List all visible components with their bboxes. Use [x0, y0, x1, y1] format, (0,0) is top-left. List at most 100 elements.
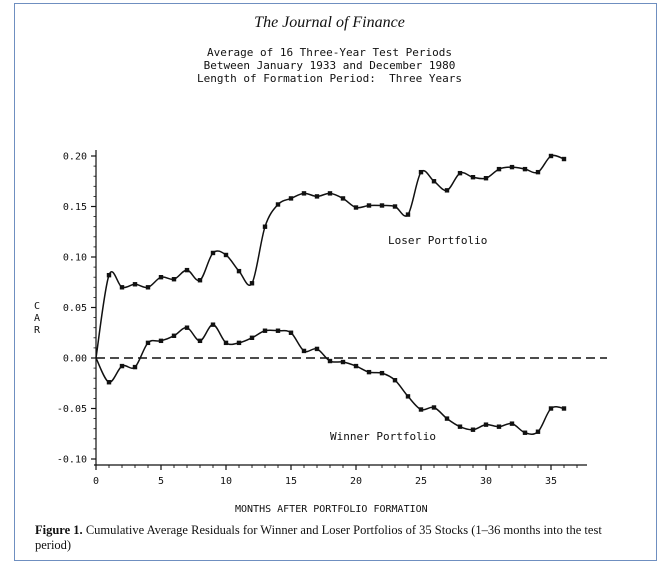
loser-portfolio-line: [95, 154, 565, 359]
loser-portfolio-point: [301, 191, 307, 196]
x-axis-label: MONTHS AFTER PORTFOLIO FORMATION: [235, 504, 428, 515]
loser-portfolio-point: [340, 196, 346, 201]
winner-portfolio-point: [288, 330, 294, 335]
loser-portfolio-point: [288, 196, 294, 201]
journal-title: The Journal of Finance: [254, 14, 405, 31]
winner-portfolio-point: [314, 346, 320, 352]
loser-portfolio-point: [418, 169, 424, 175]
loser-portfolio-point: [145, 285, 151, 290]
chart-subtitle-line-1: Average of 16 Three-Year Test Periods: [206, 46, 453, 59]
winner-portfolio-point: [522, 430, 528, 435]
winner-portfolio-point: [171, 333, 177, 338]
winner-portfolio-point: [379, 370, 385, 376]
winner-portfolio-point: [262, 328, 268, 333]
x-tick-label: 15: [285, 476, 297, 487]
loser-portfolio-point: [236, 268, 242, 274]
winner-portfolio-point: [275, 328, 281, 333]
loser-portfolio-point: [327, 191, 333, 196]
loser-portfolio-point: [171, 277, 177, 282]
x-tick-label: 5: [158, 476, 164, 487]
winner-portfolio-point: [561, 406, 567, 411]
x-tick-label: 30: [480, 476, 492, 487]
y-tick-label: -0.10: [57, 455, 87, 466]
winner-portfolio-point: [340, 359, 346, 365]
winner-portfolio-point: [327, 358, 333, 364]
loser-portfolio-point: [314, 194, 320, 199]
caption-label: Figure 1.: [35, 523, 83, 537]
winner-portfolio-point: [457, 424, 463, 429]
y-tick-label: 0.05: [63, 303, 87, 314]
loser-portfolio-point: [275, 202, 281, 207]
winner-portfolio-point: [145, 340, 151, 346]
loser-portfolio-point: [561, 156, 567, 162]
winner-portfolio-point: [301, 348, 307, 354]
loser-portfolio-point: [496, 166, 502, 172]
x-tick-label: 25: [415, 476, 427, 487]
winner-portfolio-point: [210, 322, 216, 327]
loser-portfolio-point: [379, 203, 385, 208]
winner-portfolio-point: [392, 378, 398, 383]
loser-portfolio-point: [509, 164, 515, 170]
figure-caption: Figure 1. Cumulative Average Residuals f…: [35, 523, 635, 553]
winner-portfolio-point: [470, 427, 476, 432]
loser-portfolio-point: [197, 278, 203, 283]
loser-portfolio-point: [470, 175, 476, 180]
winner-portfolio-point: [353, 363, 359, 369]
winner-portfolio-point: [223, 340, 229, 346]
winner-portfolio-point: [197, 338, 203, 344]
winner-portfolio-point: [366, 369, 372, 375]
winner-portfolio-point: [444, 416, 450, 421]
y-axis-label-letter: R: [34, 325, 41, 336]
winner-portfolio-point: [483, 422, 489, 427]
y-tick-label: -0.05: [57, 404, 87, 415]
winner-portfolio-point: [106, 380, 112, 385]
winner-portfolio-point: [119, 363, 125, 369]
winner-portfolio-point: [249, 335, 255, 340]
loser-portfolio-point: [483, 176, 489, 181]
figure-frame: The Journal of Finance Average of 16 Thr…: [14, 3, 657, 561]
loser-portfolio-point: [249, 281, 255, 286]
y-axis-label-letter: C: [34, 301, 40, 312]
winner-portfolio-point: [418, 407, 424, 412]
chart-subtitle-line-3: Length of Formation Period: Three Years: [197, 72, 462, 85]
x-tick-label: 10: [220, 476, 232, 487]
y-axis-label-letter: A: [34, 313, 40, 324]
winner-portfolio-label: Winner Portfolio: [330, 430, 436, 443]
y-tick-label: 0.00: [63, 354, 87, 365]
winner-portfolio-point: [548, 406, 554, 411]
loser-portfolio-point: [548, 153, 554, 159]
winner-portfolio-point: [132, 364, 138, 370]
loser-portfolio-point: [405, 212, 411, 217]
loser-portfolio-point: [457, 170, 463, 176]
winner-portfolio-point: [535, 429, 541, 434]
y-tick-label: 0.20: [63, 152, 87, 163]
winner-portfolio-point: [431, 405, 437, 410]
x-tick-label: 35: [545, 476, 557, 487]
loser-portfolio-point: [132, 282, 138, 287]
winner-portfolio-point: [184, 325, 190, 330]
x-tick-label: 20: [350, 476, 362, 487]
loser-portfolio-point: [431, 179, 437, 184]
loser-portfolio-point: [353, 205, 359, 210]
series-lines: [95, 153, 567, 436]
loser-portfolio-point: [210, 250, 216, 256]
winner-portfolio-point: [236, 340, 242, 346]
loser-portfolio-point: [223, 252, 229, 258]
y-axis-label: CAR: [34, 301, 41, 336]
y-axis: 0.20 0.15 0.10 0.05 0.00 -0.05 -0.10: [57, 150, 97, 466]
winner-portfolio-line: [95, 323, 565, 436]
winner-portfolio-point: [405, 394, 411, 399]
caption-text: Cumulative Average Residuals for Winner …: [35, 523, 602, 552]
y-tick-label: 0.10: [63, 253, 87, 264]
loser-portfolio-point: [522, 166, 528, 172]
chart-subtitle-line-2: Between January 1933 and December 1980: [203, 59, 456, 72]
loser-portfolio-label: Loser Portfolio: [388, 234, 487, 247]
loser-portfolio-point: [184, 267, 190, 273]
car-line-chart: 0.20 0.15 0.10 0.05 0.00 -0.05 -0.10 0 5 10 15 20 2…: [34, 150, 607, 515]
winner-portfolio-point: [496, 424, 502, 429]
y-tick-label: 0.15: [63, 202, 87, 213]
loser-portfolio-point: [119, 285, 125, 290]
winner-portfolio-point: [158, 338, 164, 344]
loser-portfolio-point: [444, 188, 450, 193]
loser-portfolio-point: [158, 275, 164, 280]
